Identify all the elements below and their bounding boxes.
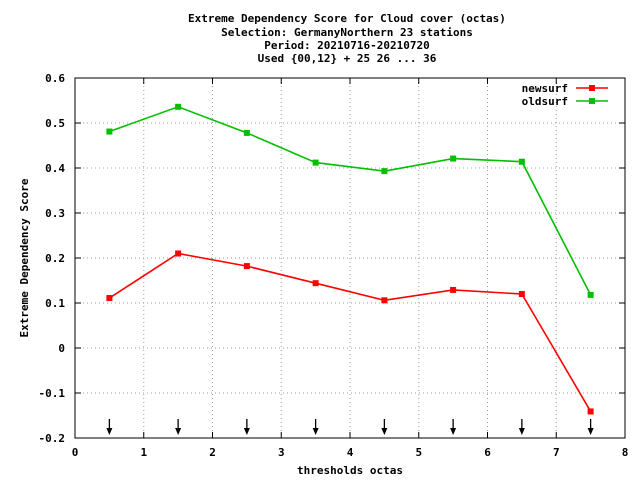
x-tick-label: 2 [209, 446, 216, 459]
threshold-arrow-head [587, 428, 594, 435]
y-tick-label: 0.1 [45, 297, 65, 310]
data-point-oldsurf [518, 158, 525, 165]
axis-ticks: -0.2 -0.1 0 0.1 0.2 0.3 0.4 0.5 0.6 0 1 2 3 4 5 6 7 8 [39, 72, 629, 459]
threshold-arrow [312, 419, 319, 435]
data-point-newsurf [381, 297, 388, 304]
series-newsurf [106, 250, 594, 415]
threshold-arrow [243, 419, 250, 435]
series-line-oldsurf [109, 105, 592, 296]
data-point-oldsurf [381, 168, 388, 175]
threshold-arrow-head [106, 428, 113, 435]
y-tick-label: 0.3 [45, 207, 65, 220]
y-tick-label: 0.2 [45, 252, 65, 265]
x-tick-label: 3 [278, 446, 285, 459]
x-tick-label: 4 [347, 446, 354, 459]
threshold-arrow [450, 419, 457, 435]
data-point-newsurf [312, 280, 319, 287]
y-tick-label: -0.2 [39, 432, 66, 445]
data-point-newsurf [518, 291, 525, 297]
y-tick-label: 0.5 [45, 117, 65, 130]
y-tick-label: 0 [58, 342, 65, 355]
threshold-arrows [106, 419, 594, 435]
threshold-arrow [381, 419, 388, 435]
threshold-arrow-head [312, 428, 319, 435]
data-point-oldsurf [312, 159, 319, 166]
series-oldsurf [106, 103, 594, 298]
threshold-arrow-head [518, 428, 525, 435]
data-point-oldsurf [175, 103, 182, 110]
title-line-3: Period: 20210716-20210720 [264, 39, 430, 52]
data-point-oldsurf [106, 128, 113, 135]
threshold-arrow-head [243, 428, 250, 435]
threshold-arrow-head [175, 428, 182, 435]
x-tick-label: 5 [415, 446, 422, 459]
x-axis-label: thresholds octas [297, 464, 403, 477]
data-point-oldsurf [587, 291, 594, 298]
data-point-newsurf [243, 263, 250, 270]
title-line-2: Selection: GermanyNorthern 23 stations [221, 26, 473, 39]
threshold-arrow-head [381, 428, 388, 435]
plot-frame [74, 77, 626, 439]
threshold-arrow [518, 419, 525, 435]
legend-label-newsurf: newsurf [522, 82, 568, 95]
legend-label-oldsurf: oldsurf [522, 95, 568, 108]
series-line-newsurf [108, 252, 592, 412]
y-tick-label: 0.6 [45, 72, 65, 85]
x-tick-label: 7 [553, 446, 560, 459]
x-tick-label: 1 [140, 446, 147, 459]
data-point-oldsurf [450, 155, 457, 162]
x-tick-label: 8 [622, 446, 629, 459]
x-tick-label: 6 [484, 446, 491, 459]
x-tick-label: 0 [72, 446, 79, 459]
title-line-1: Extreme Dependency Score for Cloud cover… [188, 12, 506, 25]
series-layer [106, 103, 594, 415]
data-point-newsurf [587, 408, 594, 415]
grid [75, 78, 625, 438]
threshold-arrow [175, 419, 182, 435]
y-tick-label: 0.4 [45, 162, 65, 175]
legend-marker-newsurf [589, 85, 595, 91]
chart-title: Extreme Dependency Score for Cloud cover… [188, 12, 506, 65]
data-point-newsurf [106, 295, 113, 302]
data-point-newsurf [450, 286, 457, 293]
title-line-4: Used {00,12} + 25 26 ... 36 [258, 52, 437, 65]
threshold-arrow [587, 419, 594, 435]
legend-marker-oldsurf [589, 98, 595, 104]
data-point-newsurf [175, 250, 182, 257]
y-axis-label: Extreme Dependency Score [18, 178, 31, 337]
data-point-oldsurf [243, 129, 250, 136]
y-tick-label: -0.1 [39, 387, 66, 400]
threshold-arrow [106, 419, 113, 435]
threshold-arrow-head [450, 428, 457, 435]
